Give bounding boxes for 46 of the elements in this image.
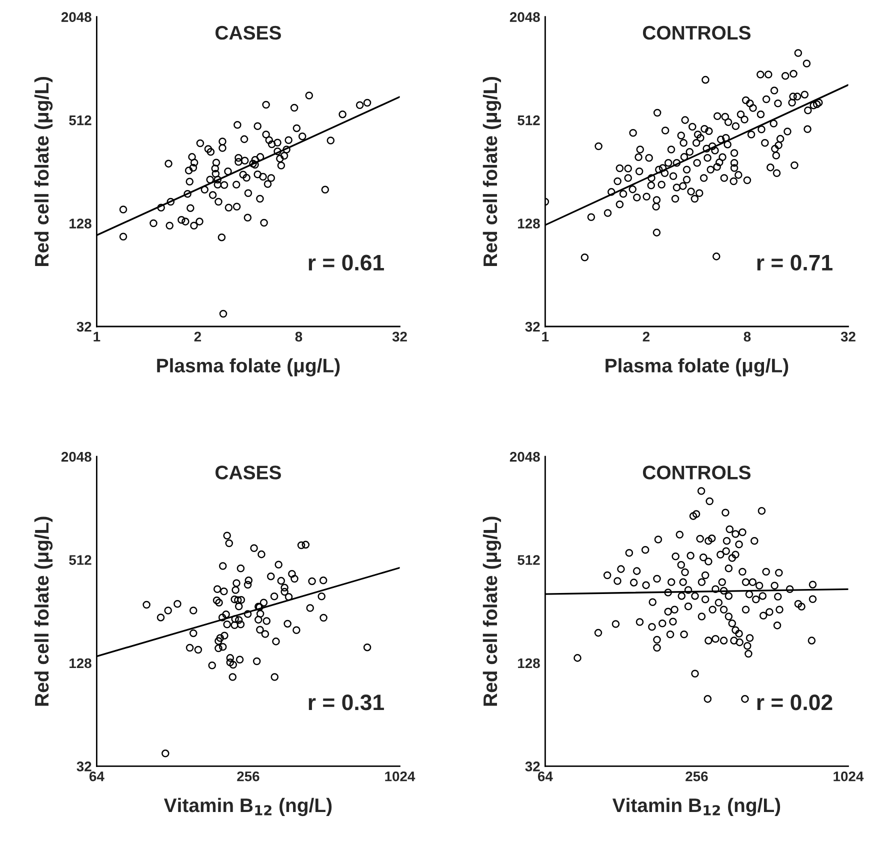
y-tick-label: 32 bbox=[76, 322, 92, 332]
y-axis-title: Red cell folate (μg/L) bbox=[34, 77, 53, 266]
chart-title: CASES bbox=[216, 466, 281, 480]
y-tick-label: 2048 bbox=[510, 12, 540, 22]
x-tick-label: 256 bbox=[237, 771, 260, 782]
x-tick-label: 32 bbox=[840, 332, 856, 342]
x-tick-label: 1 bbox=[94, 332, 100, 342]
annotation: r = 0.02 bbox=[757, 694, 832, 710]
x-tick-label: 64 bbox=[538, 771, 553, 782]
y-axis-title: Red cell folate (μg/L) bbox=[482, 516, 502, 706]
y-axis-title: Red cell folate (μg/L) bbox=[34, 516, 53, 706]
chart-title: CASES bbox=[216, 26, 281, 40]
y-tick-label: 128 bbox=[70, 218, 92, 228]
x-axis-title: Vitamin B$_{12}$ (ng/L) bbox=[612, 798, 780, 816]
y-tick-label: 32 bbox=[76, 762, 92, 772]
y-tick-label: 128 bbox=[518, 658, 540, 668]
y-tick-label: 128 bbox=[70, 658, 92, 668]
x-tick-label: 256 bbox=[686, 771, 708, 782]
x-tick-label: 64 bbox=[89, 771, 104, 782]
x-axis-title: Vitamin B$_{12}$ (ng/L) bbox=[164, 798, 332, 816]
x-tick-label: 8 bbox=[295, 332, 302, 342]
y-tick-label: 32 bbox=[525, 322, 540, 332]
y-tick-label: 512 bbox=[69, 555, 92, 565]
chart-title: CONTROLS bbox=[642, 26, 751, 40]
x-tick-label: 1024 bbox=[385, 771, 416, 782]
y-tick-label: 512 bbox=[518, 555, 540, 565]
y-tick-label: 32 bbox=[525, 762, 540, 772]
y-axis-title: Red cell folate (μg/L) bbox=[482, 77, 502, 266]
annotation: r = 0.61 bbox=[308, 254, 384, 271]
y-tick-label: 2048 bbox=[510, 452, 540, 462]
x-tick-label: 2 bbox=[194, 332, 202, 342]
chart-title: CONTROLS bbox=[642, 466, 751, 480]
x-axis-title: Plasma folate (μg/L) bbox=[157, 358, 340, 376]
y-tick-label: 512 bbox=[518, 115, 540, 126]
x-tick-label: 8 bbox=[744, 332, 751, 342]
x-tick-label: 1 bbox=[542, 332, 549, 342]
y-tick-label: 2048 bbox=[61, 452, 92, 462]
y-tick-label: 512 bbox=[69, 115, 92, 126]
y-tick-label: 2048 bbox=[61, 12, 92, 22]
y-tick-label: 128 bbox=[518, 218, 540, 228]
annotation: r = 0.31 bbox=[308, 694, 384, 710]
x-tick-label: 1024 bbox=[834, 771, 864, 782]
x-tick-label: 2 bbox=[642, 332, 650, 342]
annotation: r = 0.71 bbox=[757, 254, 832, 271]
x-tick-label: 32 bbox=[392, 332, 407, 342]
x-axis-title: Plasma folate (μg/L) bbox=[606, 358, 788, 376]
